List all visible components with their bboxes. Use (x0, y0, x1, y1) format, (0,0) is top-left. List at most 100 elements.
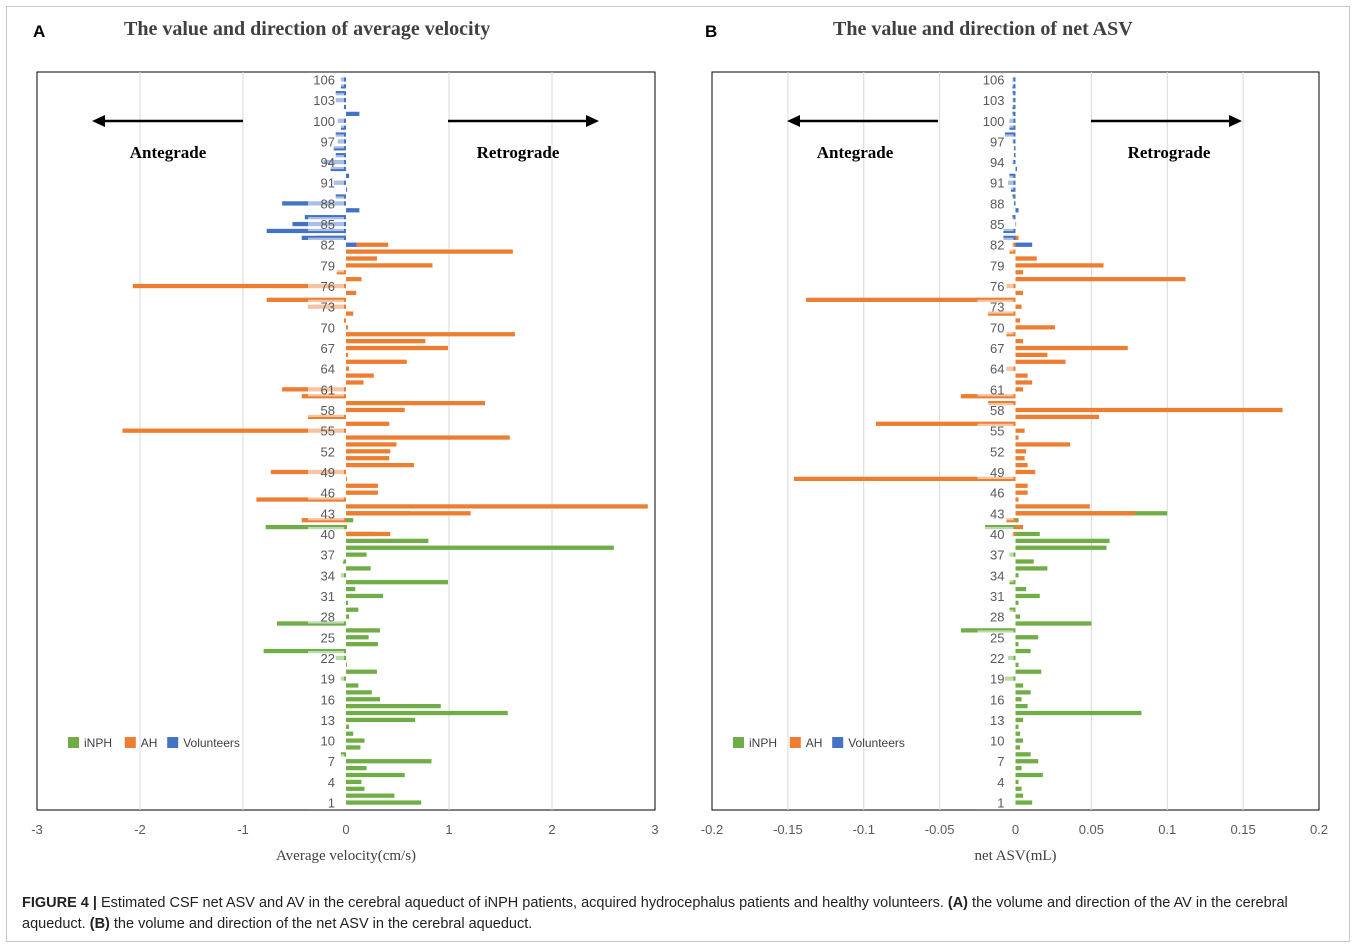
b-y-label-bg (977, 299, 1014, 314)
a-x-tick-label: -3 (31, 822, 43, 837)
b-x-tick-label: -0.15 (773, 822, 803, 837)
b-bar-inph (1015, 683, 1024, 688)
a-y-label-bg (308, 217, 344, 232)
a-bar-ah (346, 524, 348, 530)
a-x-tick-label: 3 (651, 822, 658, 837)
figure-caption: FIGURE 4 | Estimated CSF net ASV and AV … (22, 893, 1337, 935)
b-bar-inph (1015, 648, 1031, 654)
b-bar-inph (1015, 772, 1043, 778)
a-y-tick-label: 85 (321, 217, 335, 232)
b-y-label-bg (977, 196, 1014, 211)
a-legend-label: AH (141, 736, 158, 750)
b-bar-inph (1015, 800, 1033, 805)
b-bar-inph (1015, 662, 1019, 667)
b-y-label-bg (977, 258, 1014, 273)
a-bar-ah (132, 283, 346, 289)
a-bar-inph (346, 786, 365, 791)
a-y-tick-label: 52 (321, 444, 335, 459)
b-bar-volunteers (1012, 104, 1016, 110)
a-y-tick-label: 58 (321, 403, 335, 418)
a-y-label-bg (308, 568, 344, 583)
a-y-tick-label: 46 (321, 486, 335, 501)
net-asv-chart: -0.2 -0.15 -0.1 -0.05 0 0.05 0.1 0.15 0.2 Antegra… (701, 71, 1328, 864)
a-bar-volunteers (346, 111, 360, 117)
a-y-label-bg (308, 196, 344, 211)
a-bar-volunteers (346, 187, 348, 192)
b-bar-ah (1015, 277, 1186, 282)
a-bar-ah (346, 511, 471, 516)
b-y-tick-label: 52 (990, 444, 1004, 459)
a-y-tick-label: 100 (313, 114, 335, 129)
a-bar-inph (346, 800, 422, 805)
a-bar-ah (346, 359, 407, 364)
a-bar-inph (346, 593, 384, 599)
b-bar-inph (1015, 600, 1019, 605)
a-y-label-bg (308, 134, 344, 149)
b-bar-inph (1015, 586, 1027, 592)
b-bar-volunteers (1012, 84, 1016, 89)
b-y-tick-label: 34 (990, 568, 1004, 583)
b-y-tick-label: 91 (990, 176, 1004, 191)
b-y-label-bg (977, 712, 1014, 727)
b-y-label-bg (977, 72, 1014, 87)
b-y-label-bg (977, 423, 1014, 438)
a-y-label-bg (308, 237, 344, 252)
b-bar-inph (1015, 710, 1142, 716)
a-y-tick-label: 10 (321, 734, 335, 749)
b-bar-inph (1015, 573, 1019, 578)
b-bar-ah (1015, 449, 1027, 454)
panel-a-title: The value and direction of average veloc… (124, 18, 491, 40)
a-y-label-bg (308, 506, 344, 521)
a-y-tick-label: 31 (321, 589, 335, 604)
b-y-label-bg (977, 134, 1014, 149)
b-bar-ah (793, 476, 1016, 482)
a-bar-ah (346, 352, 349, 358)
b-y-label-bg (977, 341, 1014, 356)
a-bar-ah (346, 400, 486, 406)
b-y-label-bg (977, 175, 1014, 190)
b-bar-volunteers (1012, 194, 1016, 199)
panel-b-title: The value and direction of net ASV (833, 18, 1133, 40)
a-y-label-bg (308, 795, 344, 810)
a-legend-swatch-inph (68, 737, 79, 748)
b-bar-ah (1015, 483, 1028, 488)
a-y-tick-label: 97 (321, 134, 335, 149)
a-y-tick-label: 19 (321, 672, 335, 687)
b-y-label-bg (977, 630, 1014, 645)
a-bar-inph (346, 518, 354, 523)
a-y-label-bg (308, 754, 344, 769)
a-retrograde-arrow-head (586, 115, 599, 127)
b-bar-ah (1015, 456, 1025, 461)
a-legend-swatch-volunteers (167, 737, 179, 748)
a-y-tick-label: 91 (321, 176, 335, 191)
b-plot-area (711, 71, 1320, 811)
a-y-tick-label: 25 (321, 630, 335, 645)
b-legend-label: AH (806, 736, 823, 750)
a-y-label-bg (308, 72, 344, 87)
b-bar-ah (1015, 504, 1090, 509)
b-bar-inph (1015, 745, 1021, 750)
b-bar-inph (1015, 566, 1048, 571)
a-bar-ah (346, 366, 350, 371)
a-y-label-bg (308, 299, 344, 314)
a-y-tick-label: 16 (321, 692, 335, 707)
b-bar-ah (1015, 435, 1019, 440)
a-y-label-bg (308, 609, 344, 624)
b-y-tick-label: 70 (990, 320, 1004, 335)
b-y-tick-label: 43 (990, 506, 1004, 521)
b-y-tick-label: 31 (990, 589, 1004, 604)
b-bar-inph (1015, 793, 1024, 798)
a-y-tick-label: 76 (321, 279, 335, 294)
b-y-tick-label: 94 (990, 155, 1004, 170)
b-y-tick-label: 97 (990, 134, 1004, 149)
b-bar-volunteers (1012, 159, 1016, 165)
b-bar-inph (1015, 765, 1022, 771)
a-legend-label: iNPH (84, 736, 112, 750)
a-x-tick-label: -2 (134, 822, 146, 837)
a-y-tick-label: 4 (328, 775, 335, 790)
a-y-tick-label: 70 (321, 320, 335, 335)
a-y-label-bg (308, 382, 344, 397)
b-bar-inph (1015, 531, 1040, 537)
b-bar-ah (1015, 511, 1136, 516)
